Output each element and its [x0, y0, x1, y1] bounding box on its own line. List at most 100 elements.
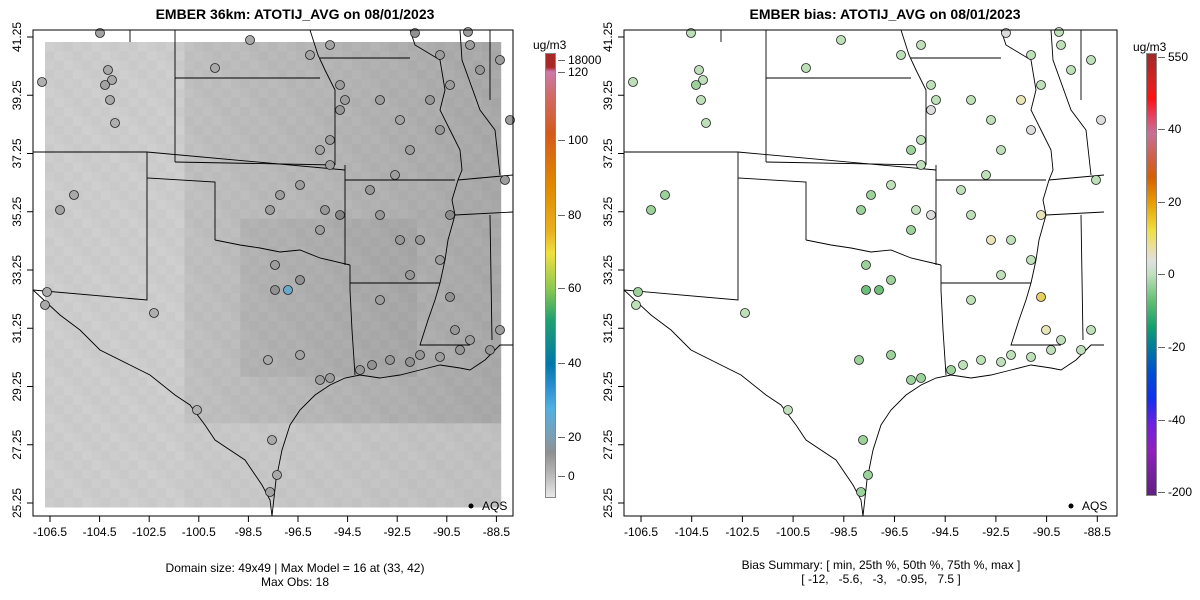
grid-cell — [314, 153, 325, 164]
grid-cell — [231, 144, 241, 155]
grid-cell — [351, 255, 362, 266]
grid-cell — [175, 441, 185, 452]
grid-cell — [314, 42, 325, 52]
grid-cell — [45, 293, 55, 303]
grid-cell — [398, 107, 409, 117]
grid-cell — [258, 42, 269, 52]
grid-cell — [100, 190, 111, 201]
grid-cell — [342, 414, 353, 424]
grid-cell — [305, 432, 316, 443]
grid-cell — [193, 469, 204, 480]
y-tick-label: 31.25 — [10, 313, 24, 343]
grid-cell — [398, 423, 409, 434]
grid-cell — [296, 376, 306, 387]
grid-cell — [212, 218, 223, 229]
grid-cell — [407, 321, 418, 331]
grid-cell — [324, 153, 334, 164]
station-marker — [100, 80, 110, 90]
grid-cell — [454, 237, 464, 248]
right-map-panel: -106.5 -104.5 -102.5 -100.5 -98.5 -96.5 -94.5-… — [601, 22, 1118, 539]
station-marker — [210, 63, 220, 73]
grid-cell — [249, 321, 260, 331]
grid-cell — [165, 423, 176, 434]
grid-cell — [305, 162, 316, 173]
grid-cell — [351, 116, 362, 127]
grid-cell — [249, 228, 260, 238]
grid-cell — [361, 321, 371, 331]
grid-cell — [240, 60, 251, 71]
grid-cell — [314, 479, 325, 489]
grid-cell — [417, 153, 427, 164]
grid-cell — [128, 414, 139, 424]
grid-cell — [258, 79, 269, 89]
grid-cell — [221, 60, 232, 71]
grid-cell — [426, 293, 437, 303]
grid-cell — [258, 469, 269, 480]
grid-cell — [45, 479, 55, 489]
grid-cell — [147, 469, 158, 480]
grid-cell — [286, 255, 297, 266]
grid-cell — [361, 255, 371, 266]
grid-cell — [463, 497, 474, 508]
grid-cell — [147, 404, 158, 415]
grid-cell — [231, 321, 241, 331]
grid-cell — [389, 358, 399, 368]
grid-cell — [184, 311, 195, 322]
grid-cell — [128, 423, 139, 434]
grid-cell — [128, 460, 139, 471]
grid-cell — [444, 246, 455, 257]
grid-cell — [314, 293, 325, 303]
grid-cell — [463, 237, 474, 248]
grid-cell — [286, 190, 297, 201]
grid-cell — [296, 497, 306, 508]
grid-cell — [351, 488, 362, 499]
grid-cell — [379, 255, 390, 266]
grid-cell — [45, 246, 55, 257]
grid-cell — [370, 283, 381, 294]
grid-cell — [324, 274, 334, 285]
grid-cell — [82, 386, 92, 396]
grid-cell — [193, 414, 204, 424]
grid-cell — [165, 116, 176, 127]
grid-cell — [91, 441, 102, 452]
grid-cell — [203, 497, 213, 508]
grid-cell — [333, 414, 344, 424]
grid-cell — [82, 274, 92, 285]
grid-cell — [305, 488, 316, 499]
grid-cell — [72, 423, 83, 434]
grid-cell — [379, 432, 390, 443]
grid-cell — [221, 302, 232, 313]
grid-cell — [165, 97, 176, 108]
grid-cell — [361, 441, 371, 452]
grid-cell — [110, 172, 120, 182]
station-marker — [295, 180, 305, 190]
grid-cell — [314, 414, 325, 424]
grid-cell — [370, 181, 381, 192]
grid-cell — [407, 432, 418, 443]
grid-cell — [491, 42, 502, 52]
grid-cell — [491, 293, 502, 303]
grid-cell — [370, 395, 381, 406]
grid-cell — [351, 432, 362, 443]
grid-cell — [45, 181, 55, 192]
station-marker — [631, 300, 641, 310]
grid-cell — [491, 451, 502, 461]
grid-cell — [184, 302, 195, 313]
grid-cell — [305, 60, 316, 71]
grid-cell — [119, 60, 130, 71]
grid-cell — [212, 116, 223, 127]
grid-cell — [268, 172, 278, 182]
grid-cell — [296, 330, 306, 341]
grid-cell — [454, 432, 464, 443]
grid-cell — [491, 51, 502, 62]
grid-cell — [128, 237, 139, 248]
grid-cell — [417, 69, 427, 80]
grid-cell — [165, 414, 176, 424]
grid-cell — [45, 395, 55, 406]
aqs-legend-label: AQS — [1082, 499, 1107, 513]
grid-cell — [435, 293, 446, 303]
grid-cell — [268, 293, 278, 303]
grid-cell — [277, 423, 288, 434]
grid-cell — [249, 432, 260, 443]
grid-cell — [175, 218, 185, 229]
